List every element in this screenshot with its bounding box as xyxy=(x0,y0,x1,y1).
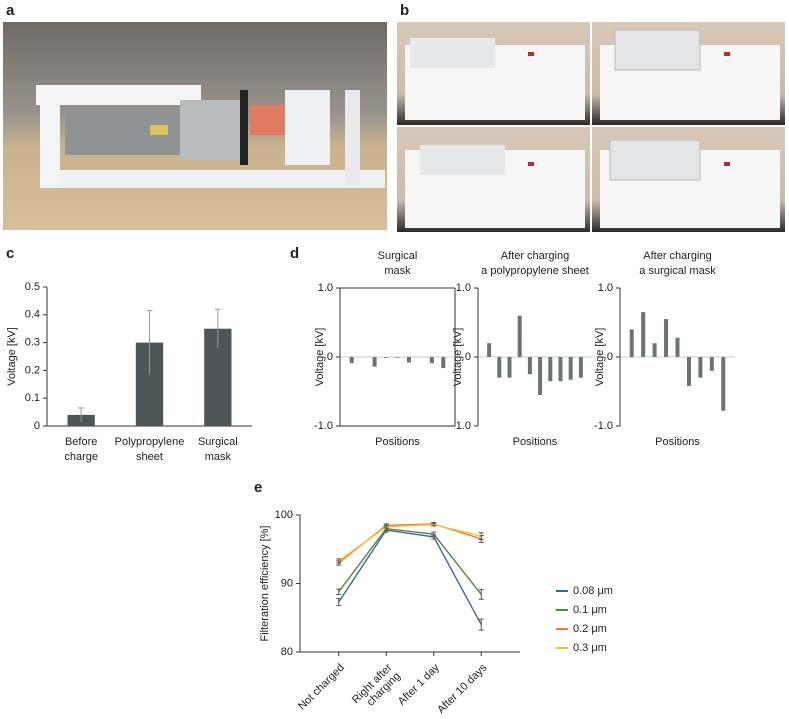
x-tick-label: Polypropylene xyxy=(115,436,185,448)
bar xyxy=(406,357,411,363)
chart-title: a polypropylene sheet xyxy=(481,265,589,277)
bar xyxy=(429,357,434,364)
line xyxy=(338,523,482,564)
bar xyxy=(395,357,400,358)
x-axis-label: Positions xyxy=(655,436,700,448)
bar xyxy=(652,343,657,357)
legend-label: 0.3 μm xyxy=(573,642,607,654)
bar xyxy=(675,337,680,357)
bar xyxy=(664,319,669,357)
x-tick-label: Surgical xyxy=(198,436,238,448)
chart-title: Surgical xyxy=(378,250,418,262)
panel-label: d xyxy=(290,245,299,262)
bar xyxy=(384,357,389,358)
chart-title: After charging xyxy=(501,250,569,262)
bar xyxy=(487,343,492,357)
bar xyxy=(686,357,691,386)
y-axis-label: Voltage [kV] xyxy=(452,328,464,387)
bar xyxy=(548,357,553,382)
x-tick-label: sheet xyxy=(136,451,163,463)
bar xyxy=(698,357,703,378)
bar xyxy=(558,357,563,382)
x-axis-label: Positions xyxy=(375,436,420,448)
bar xyxy=(517,315,522,357)
y-tick-label: -1.0 xyxy=(452,420,471,432)
x-tick-label: After 10 days xyxy=(435,661,490,716)
bar xyxy=(441,357,446,369)
line xyxy=(338,523,482,562)
y-tick-label: 0.5 xyxy=(25,281,40,293)
y-tick-label: 0 xyxy=(34,420,40,432)
x-tick-label: Before xyxy=(65,436,97,448)
y-axis-label: Voltage [kV] xyxy=(594,328,606,387)
bar xyxy=(527,357,532,375)
photo-a xyxy=(3,22,387,230)
panel-label: b xyxy=(400,2,409,19)
y-tick-label: 0 xyxy=(607,351,613,363)
y-axis-label: Filteration efficiency [%] xyxy=(259,526,271,642)
line xyxy=(338,527,482,595)
y-tick-label: -1.0 xyxy=(314,420,333,432)
bar xyxy=(629,329,634,357)
bar xyxy=(568,357,573,380)
legend-label: 0.2 μm xyxy=(573,623,607,635)
panel-label: c xyxy=(6,245,14,262)
y-tick-label: 0.4 xyxy=(25,309,40,321)
x-tick-label: mask xyxy=(205,451,232,463)
y-tick-label: -1.0 xyxy=(594,420,613,432)
line xyxy=(338,529,482,625)
chart-title: After charging xyxy=(643,250,711,262)
x-tick-label: After 1 day xyxy=(396,661,442,707)
legend-label: 0.1 μm xyxy=(573,604,607,616)
y-tick-label: 100 xyxy=(275,509,293,521)
y-tick-label: 0.1 xyxy=(25,392,40,404)
bar xyxy=(349,357,354,364)
y-tick-label: 1.0 xyxy=(456,282,471,294)
y-tick-label: 1.0 xyxy=(598,282,613,294)
y-tick-label: 90 xyxy=(281,577,293,589)
chart-title: a surgical mask xyxy=(639,265,716,277)
bar xyxy=(578,357,583,378)
x-tick-label: Not charged xyxy=(296,662,347,713)
y-axis-label: Voltage [kV] xyxy=(6,327,18,386)
chart-title: mask xyxy=(384,265,411,277)
y-tick-label: 80 xyxy=(281,646,293,658)
x-tick-label: charge xyxy=(64,451,98,463)
y-axis-label: Voltage [kV] xyxy=(314,328,326,387)
bar xyxy=(507,357,512,378)
panel-label: a xyxy=(6,2,15,19)
bar xyxy=(709,357,714,371)
x-axis-label: Positions xyxy=(513,436,558,448)
legend-label: 0.08 μm xyxy=(573,585,613,597)
y-tick-label: 0 xyxy=(465,351,471,363)
bar xyxy=(538,357,543,395)
photo-b xyxy=(397,22,785,232)
y-tick-label: 1.0 xyxy=(318,282,333,294)
bar xyxy=(721,357,726,411)
y-tick-label: 0.3 xyxy=(25,337,40,349)
y-tick-label: 0 xyxy=(327,351,333,363)
y-tick-label: 0.2 xyxy=(25,364,40,376)
bar xyxy=(372,357,377,367)
bar xyxy=(641,312,646,357)
bar xyxy=(497,357,502,378)
panel-label: e xyxy=(254,479,262,496)
